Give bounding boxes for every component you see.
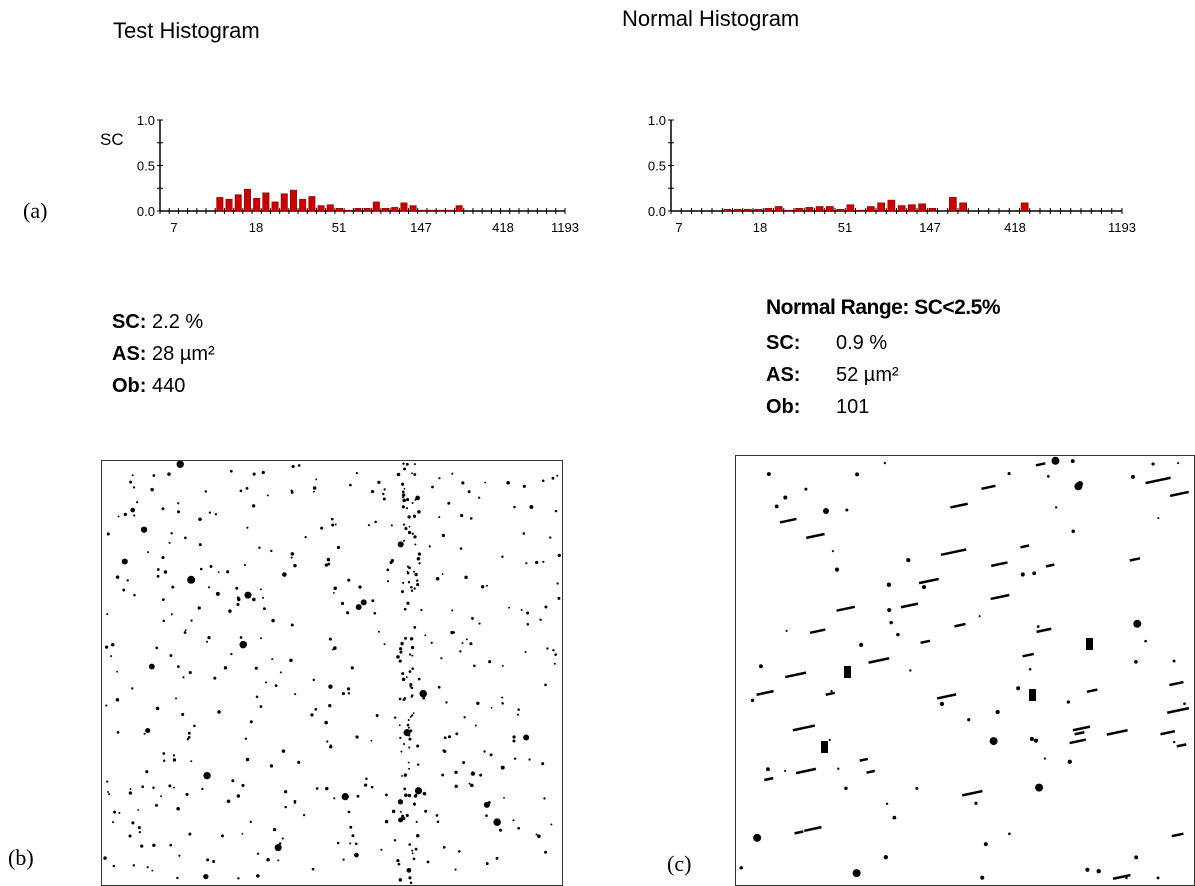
histogram-bar — [805, 207, 814, 212]
test-histogram-title: Test Histogram — [113, 18, 260, 43]
normal-ob-value: 101 — [836, 396, 870, 418]
histogram-bar — [382, 208, 389, 212]
y-tick-label: 1.0 — [648, 113, 666, 128]
x-tick-label: 418 — [1004, 220, 1026, 235]
histogram-bar — [345, 209, 353, 212]
x-tick-label: 1193 — [551, 220, 579, 235]
histogram-bar — [317, 205, 325, 212]
histogram-bar — [723, 208, 732, 212]
histogram-bar — [418, 209, 426, 212]
normal-as-label: AS: — [766, 364, 801, 386]
histogram-bar — [253, 198, 261, 212]
histogram-bar — [326, 204, 334, 212]
histogram-bar — [372, 201, 380, 212]
normal-as-value: 52 µm² — [836, 364, 899, 386]
histogram-bar — [271, 201, 279, 212]
test-sc-label: SC: — [112, 311, 147, 333]
histogram-bar — [764, 208, 773, 212]
panel-label-a: (a) — [23, 198, 48, 223]
histogram-bar — [754, 208, 762, 212]
histogram-bar — [897, 205, 906, 212]
histogram-bar — [354, 208, 362, 212]
histogram-bar — [428, 209, 436, 212]
histogram-bar — [455, 205, 463, 212]
histogram-bar — [234, 194, 242, 212]
y-tick-label: 1.0 — [137, 113, 155, 128]
x-tick-label: 18 — [753, 220, 767, 235]
histogram-bar — [815, 206, 824, 212]
histogram-bar — [826, 206, 834, 212]
histogram-bar — [262, 192, 270, 212]
histogram-bar — [243, 188, 251, 212]
histogram-bar — [225, 198, 233, 212]
histogram-bar — [216, 197, 224, 212]
panel-label-b: (b) — [8, 845, 34, 870]
histogram-bar — [409, 205, 417, 212]
x-tick-label: 7 — [675, 220, 682, 235]
histogram-bar — [785, 209, 793, 212]
x-tick-label: 418 — [492, 220, 514, 235]
histogram-bar — [733, 208, 742, 212]
x-tick-label: 51 — [332, 220, 346, 235]
x-tick-label: 147 — [410, 220, 432, 235]
histogram-bar — [908, 204, 916, 212]
y-tick-label: 0.0 — [137, 204, 155, 219]
histogram-charts: 0.0 0.5 1.0 SC 7 18 51 147 418 1193 0.0 0.5 1.0 7 18 5… — [100, 113, 1136, 235]
test-ob-label: Ob: — [112, 375, 147, 397]
histogram-bar — [887, 199, 896, 212]
histogram-bar — [918, 203, 926, 212]
histogram-bar — [856, 209, 865, 212]
micrograph-c-image — [735, 455, 1195, 886]
histogram-bar — [446, 209, 454, 212]
histogram-bar — [836, 208, 844, 212]
test-sc-value: 2.2 % — [152, 311, 204, 333]
y-tick-label: 0.5 — [648, 159, 666, 174]
histogram-bar — [744, 208, 752, 212]
histogram-bar — [289, 189, 297, 212]
x-tick-label: 1193 — [1108, 220, 1136, 235]
micrograph-b-image — [101, 460, 563, 886]
histogram-bar — [308, 196, 316, 212]
histogram-bar — [363, 208, 371, 212]
test-ob-value: 440 — [152, 375, 186, 397]
histogram-bar — [280, 193, 288, 212]
histogram-bar — [437, 209, 445, 212]
histogram-bar — [959, 202, 967, 212]
normal-histogram-title: Normal Histogram — [622, 6, 800, 31]
test-as-label: AS: — [112, 343, 147, 365]
x-tick-label: 18 — [249, 220, 263, 235]
x-tick-label: 147 — [919, 220, 941, 235]
histogram-bar — [774, 206, 783, 212]
histogram-bar — [391, 207, 399, 212]
histogram-bar — [877, 202, 885, 212]
x-tick-label: 51 — [838, 220, 852, 235]
y-tick-label: 0.0 — [648, 204, 666, 219]
panel-label-c: (c) — [667, 851, 692, 876]
histogram-bar — [336, 208, 343, 212]
normal-histogram-chart: 0.0 0.5 1.0 7 18 51 147 418 1193 — [648, 113, 1136, 235]
normal-ob-label: Ob: — [766, 396, 801, 418]
test-as-value: 28 µm² — [152, 343, 215, 365]
test-histogram-chart: 0.0 0.5 1.0 SC 7 18 51 147 418 1193 — [100, 113, 579, 235]
x-tick-label: 7 — [170, 220, 177, 235]
normal-stats: SC: 0.9 % AS: 52 µm² Ob: 101 — [766, 327, 899, 423]
test-stats: SC: 2.2 % AS: 28 µm² Ob: 440 — [112, 306, 215, 402]
histogram-bar — [928, 208, 937, 212]
histogram-bar — [867, 206, 875, 212]
histogram-bar — [1020, 202, 1029, 212]
normal-sc-label: SC: — [766, 332, 801, 354]
normal-range-label: Normal Range: SC<2.5% — [766, 296, 1001, 319]
y-tick-label: 0.5 — [137, 159, 155, 174]
histogram-bar — [795, 208, 803, 212]
normal-sc-value: 0.9 % — [836, 332, 888, 354]
histogram-bar — [949, 197, 957, 212]
histogram-bar — [846, 204, 855, 212]
histogram-bar — [400, 202, 408, 212]
y-axis-label: SC — [100, 130, 124, 149]
histogram-bar — [299, 198, 307, 212]
